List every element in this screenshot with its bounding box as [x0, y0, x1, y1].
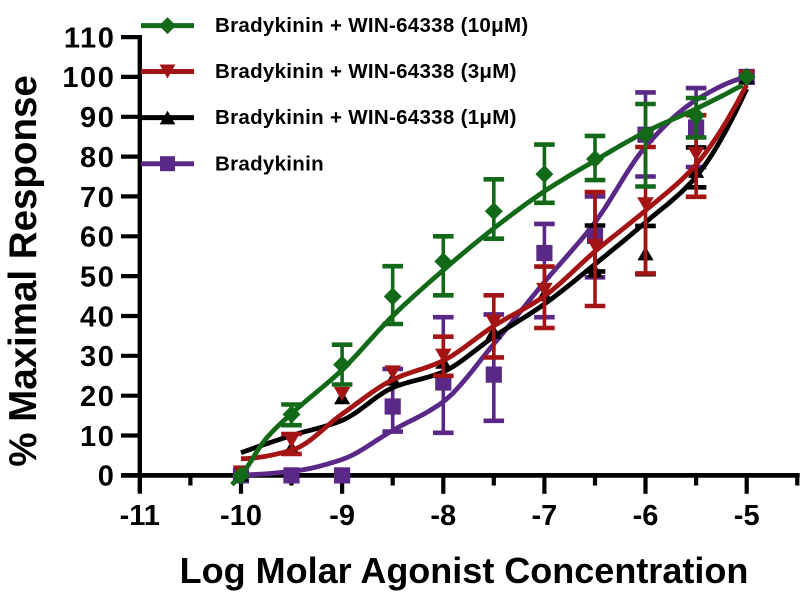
svg-text:80: 80	[80, 142, 115, 174]
svg-text:-8: -8	[430, 500, 456, 532]
svg-text:70: 70	[80, 182, 115, 214]
svg-text:-9: -9	[329, 500, 355, 532]
svg-text:-5: -5	[734, 500, 760, 532]
svg-text:% Maximal Response: % Maximal Response	[2, 75, 45, 467]
svg-text:Log Molar Agonist Concentratio: Log Molar Agonist Concentration	[180, 550, 749, 591]
svg-text:-11: -11	[120, 500, 160, 532]
svg-text:60: 60	[80, 222, 115, 254]
svg-text:-10: -10	[220, 500, 262, 532]
svg-text:Bradykinin + WIN-64338 (3μM): Bradykinin + WIN-64338 (3μM)	[215, 60, 517, 83]
svg-text:-7: -7	[532, 500, 558, 532]
svg-text:100: 100	[62, 62, 115, 94]
svg-text:50: 50	[80, 261, 115, 293]
svg-text:Bradykinin: Bradykinin	[215, 152, 324, 175]
svg-text:0: 0	[98, 461, 116, 493]
svg-text:110: 110	[64, 22, 116, 54]
svg-text:90: 90	[80, 102, 115, 134]
svg-text:10: 10	[80, 421, 115, 453]
svg-text:Bradykinin + WIN-64338 (10μM): Bradykinin + WIN-64338 (10μM)	[215, 14, 528, 37]
svg-text:Bradykinin + WIN-64338 (1μM): Bradykinin + WIN-64338 (1μM)	[215, 106, 517, 129]
svg-text:30: 30	[80, 341, 115, 373]
svg-text:-6: -6	[633, 500, 659, 532]
svg-text:40: 40	[80, 301, 115, 333]
svg-text:20: 20	[80, 381, 115, 413]
